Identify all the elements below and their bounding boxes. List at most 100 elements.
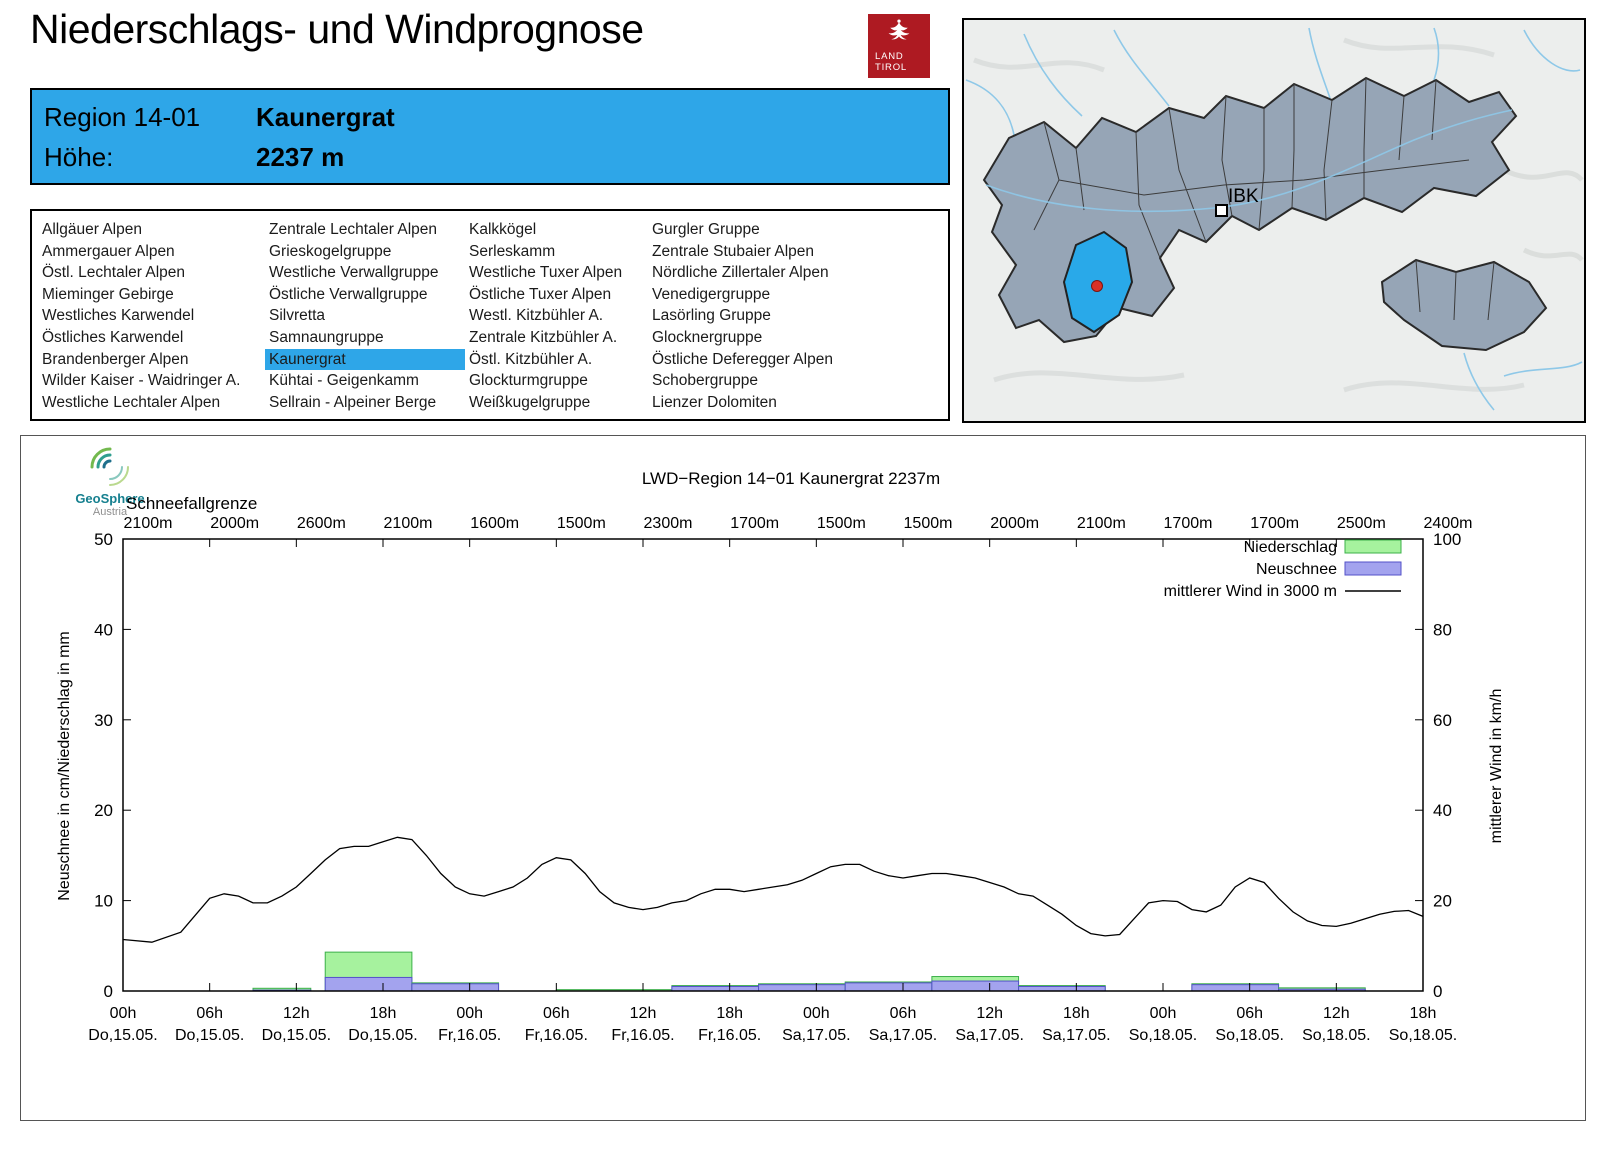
x-tick-hour: 00h: [1150, 1005, 1177, 1022]
subregion-borders: [1033, 77, 1495, 321]
left-axis-label: Neuschnee in cm/Niederschlag in mm: [56, 631, 73, 900]
neuschnee-bar: [1191, 984, 1280, 992]
x-tick-date: Do,15.05.: [88, 1027, 157, 1044]
region-list-item[interactable]: Östliche Deferegger Alpen: [652, 350, 833, 368]
region-list-item[interactable]: Mieminger Gebirge: [42, 285, 174, 303]
region-list-item[interactable]: Westliche Lechtaler Alpen: [42, 393, 221, 411]
region-list-item[interactable]: Östl. Kitzbühler A.: [469, 350, 593, 368]
snowline-value: 2000m: [990, 515, 1039, 532]
tirol-eagle-icon: [888, 19, 910, 40]
x-tick-hour: 06h: [196, 1005, 223, 1022]
region-list-item[interactable]: Lasörling Gruppe: [652, 307, 771, 325]
region-list-item[interactable]: Westl. Kitzbühler A.: [469, 307, 604, 325]
region-list-item[interactable]: Westliche Verwallgruppe: [269, 264, 439, 282]
region-list-item[interactable]: Lienzer Dolomiten: [652, 393, 777, 411]
snowline-value: 1500m: [904, 515, 953, 532]
x-tick-hour: 06h: [543, 1005, 570, 1022]
region-list-item[interactable]: Nördliche Zillertaler Alpen: [652, 264, 829, 282]
region-list-item[interactable]: Zentrale Kitzbühler A.: [469, 328, 618, 346]
region-list-item[interactable]: Allgäuer Alpen: [42, 221, 142, 238]
geosphere-icon: [90, 447, 129, 486]
right-axis-tick: 100: [1433, 530, 1461, 549]
region-list-item[interactable]: Östliche Tuxer Alpen: [469, 285, 612, 303]
map-city-label: IBK: [1228, 186, 1259, 207]
right-axis-tick: 20: [1433, 892, 1452, 911]
geosphere-name: GeoSphere: [75, 491, 145, 506]
legend-swatch: [1344, 561, 1402, 576]
region-list-item[interactable]: Gurgler Gruppe: [652, 221, 760, 238]
region-list-item[interactable]: Weißkugelgruppe: [469, 393, 591, 411]
region-list-item[interactable]: Östliches Karwendel: [42, 328, 184, 346]
tirol-map[interactable]: IBK: [962, 18, 1586, 423]
x-tick-hour: 12h: [1323, 1005, 1350, 1022]
left-axis-tick: 10: [94, 892, 113, 911]
legend-label: mittlerer Wind in 3000 m: [1164, 583, 1337, 600]
x-tick-date: Do,15.05.: [262, 1027, 331, 1044]
region-list-item[interactable]: Zentrale Stubaier Alpen: [652, 242, 814, 260]
map-region-east-tirol[interactable]: [1380, 258, 1548, 352]
terrain-shading: [973, 37, 1584, 393]
right-axis-tick: 80: [1433, 620, 1452, 639]
x-tick-hour: 06h: [890, 1005, 917, 1022]
region-list-item[interactable]: Silvretta: [269, 307, 325, 325]
region-list-item[interactable]: Venedigergruppe: [652, 285, 771, 303]
region-list-item[interactable]: Zentrale Lechtaler Alpen: [269, 221, 438, 238]
region-list-item[interactable]: Sellrain - Alpeiner Berge: [269, 393, 437, 411]
x-tick-hour: 00h: [110, 1005, 137, 1022]
snowline-value: 2600m: [297, 515, 346, 532]
ibk-marker-icon: [1215, 204, 1228, 217]
region-list-column: Allgäuer Alpen Ammergauer Alpen Östl. Lech…: [38, 219, 265, 413]
snowline-value: 1500m: [557, 515, 606, 532]
x-tick-date: Do,15.05.: [175, 1027, 244, 1044]
region-name: Kaunergrat: [256, 102, 395, 132]
x-tick-date: Do,15.05.: [348, 1027, 417, 1044]
region-list-item[interactable]: Westliches Karwendel: [42, 307, 195, 325]
region-list-item[interactable]: Glockturmgruppe: [469, 372, 588, 390]
region-list-item[interactable]: Wilder Kaiser - Waidringer A.: [42, 372, 241, 390]
x-tick-hour: 06h: [1236, 1005, 1263, 1022]
plot-border: [122, 538, 1424, 992]
region-list-item[interactable]: Kaunergrat: [265, 348, 465, 371]
x-tick-date: Fr,16.05.: [698, 1027, 761, 1044]
snowline-value: 2000m: [210, 515, 259, 532]
x-tick-date: So,18.05.: [1129, 1027, 1198, 1044]
neuschnee-bar: [324, 976, 413, 992]
x-tick-date: So,18.05.: [1389, 1027, 1458, 1044]
region-list: Allgäuer Alpen Ammergauer Alpen Östl. Lech…: [30, 209, 950, 421]
snowline-value: 2100m: [384, 515, 433, 532]
chart-legend: Niederschlag Neuschnee mittlerer Wind in 3…: [1164, 539, 1402, 600]
region-list-item[interactable]: Kühtai - Geigenkamm: [269, 372, 419, 390]
right-axis-tick: 60: [1433, 711, 1452, 730]
region-list-item[interactable]: Kalkkögel: [469, 221, 537, 238]
right-axis-label: mittlerer Wind in km/h: [1488, 689, 1505, 844]
x-tick-hour: 00h: [803, 1005, 830, 1022]
region-info-box: Region 14-01 Kaunergrat Höhe: 2237 m: [30, 88, 950, 185]
region-list-item[interactable]: Schobergruppe: [652, 372, 758, 390]
x-tick-date: Fr,16.05.: [611, 1027, 674, 1044]
region-list-item[interactable]: Serleskamm: [469, 242, 556, 260]
legend-label: Niederschlag: [1244, 539, 1337, 556]
snowline-label: Schneefallgrenze: [126, 494, 257, 513]
region-list-item[interactable]: Glocknergruppe: [652, 328, 763, 346]
axis-ticks: [122, 538, 1424, 992]
region-list-item[interactable]: Westliche Tuxer Alpen: [469, 264, 623, 282]
snowline-value: 2100m: [1077, 515, 1126, 532]
region-list-item[interactable]: Brandenberger Alpen: [42, 350, 189, 368]
snowline-value: 2400m: [1424, 515, 1473, 532]
x-tick-date: Fr,16.05.: [438, 1027, 501, 1044]
snowline-value: 2100m: [124, 515, 173, 532]
x-tick-hour: 12h: [630, 1005, 657, 1022]
x-tick-hour: 12h: [976, 1005, 1003, 1022]
region-list-item[interactable]: Östl. Lechtaler Alpen: [42, 264, 186, 282]
region-list-item[interactable]: Östliche Verwallgruppe: [269, 285, 428, 303]
region-list-item[interactable]: Ammergauer Alpen: [42, 242, 175, 260]
snowline-value: 2500m: [1337, 515, 1386, 532]
snowline-value: 1500m: [817, 515, 866, 532]
x-tick-date: Sa,17.05.: [782, 1027, 851, 1044]
left-axis-tick: 50: [94, 530, 113, 549]
neuschnee-bar: [844, 982, 933, 992]
forecast-chart: GeoSphere Austria LWD−Region 14−01 Kaune…: [20, 435, 1586, 1121]
land-tirol-wordmark: LAND TIROL: [875, 51, 907, 73]
region-list-item[interactable]: Grieskogelgruppe: [269, 242, 392, 260]
region-list-item[interactable]: Samnaungruppe: [269, 328, 384, 346]
